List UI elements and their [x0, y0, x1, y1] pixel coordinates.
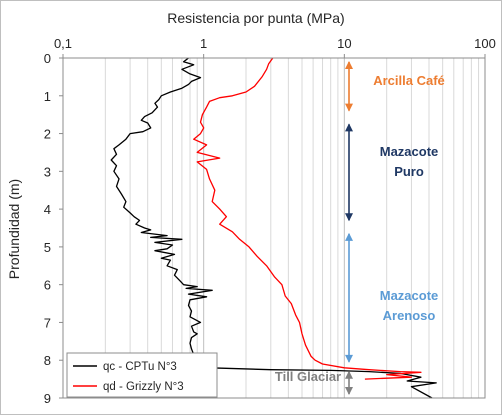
annotation-label: Mazacote Arenoso — [380, 288, 439, 323]
legend: qc - CPTu N°3 qd - Grizzly N°3 — [66, 352, 218, 398]
annotations: Arcilla Café Mazacote Puro Mazacote Arenoso T… — [275, 61, 445, 395]
annotation-arrow-head — [345, 354, 353, 363]
legend-entry: qc - CPTu N°3 — [103, 361, 177, 373]
annotation-arrow-head — [345, 370, 353, 379]
y-tick-label: 2 — [44, 127, 51, 142]
x-tick-label: 1 — [200, 36, 207, 51]
legend-box — [66, 352, 218, 398]
annotation-label: Till Glaciar — [275, 369, 341, 384]
plot-area-border — [62, 57, 486, 399]
legend-entry: qd - Grizzly N°3 — [103, 381, 184, 393]
y-tick-label: 0 — [44, 51, 51, 66]
x-tick-label: 10 — [337, 36, 351, 51]
y-tick-label: 3 — [44, 164, 51, 179]
y-axis-label: Profundidad (m) — [6, 179, 22, 279]
grid — [104, 58, 480, 398]
annotation-arrow-head — [345, 123, 353, 132]
annotation-arrow-head — [345, 103, 353, 112]
y-tick-label: 8 — [44, 353, 51, 368]
x-tick-label: 100 — [474, 36, 496, 51]
series-line-qc — [110, 57, 437, 399]
annotation-arrow-head — [345, 387, 353, 395]
y-tick-label: 4 — [44, 202, 51, 217]
y-tick-label: 9 — [44, 391, 51, 406]
x-tick-label: 0,1 — [54, 36, 72, 51]
y-tick-label: 6 — [44, 278, 51, 293]
annotation-arrow-head — [345, 61, 353, 69]
y-tick-label: 5 — [44, 240, 51, 255]
series-line-qd — [193, 57, 422, 380]
annotation-arrow-head — [345, 232, 353, 241]
series-layer — [110, 57, 437, 399]
y-tick-label: 7 — [44, 315, 51, 330]
y-tick-label: 1 — [44, 89, 51, 104]
annotation-arrow-head — [345, 213, 353, 222]
annotation-label: Mazacote Puro — [380, 144, 439, 179]
axes: 0,1 1 10 100 0 1 2 3 4 5 6 7 8 9 — [44, 36, 496, 406]
annotation-label: Arcilla Café — [373, 73, 445, 88]
x-axis-label: Resistencia por punta (MPa) — [167, 10, 344, 26]
